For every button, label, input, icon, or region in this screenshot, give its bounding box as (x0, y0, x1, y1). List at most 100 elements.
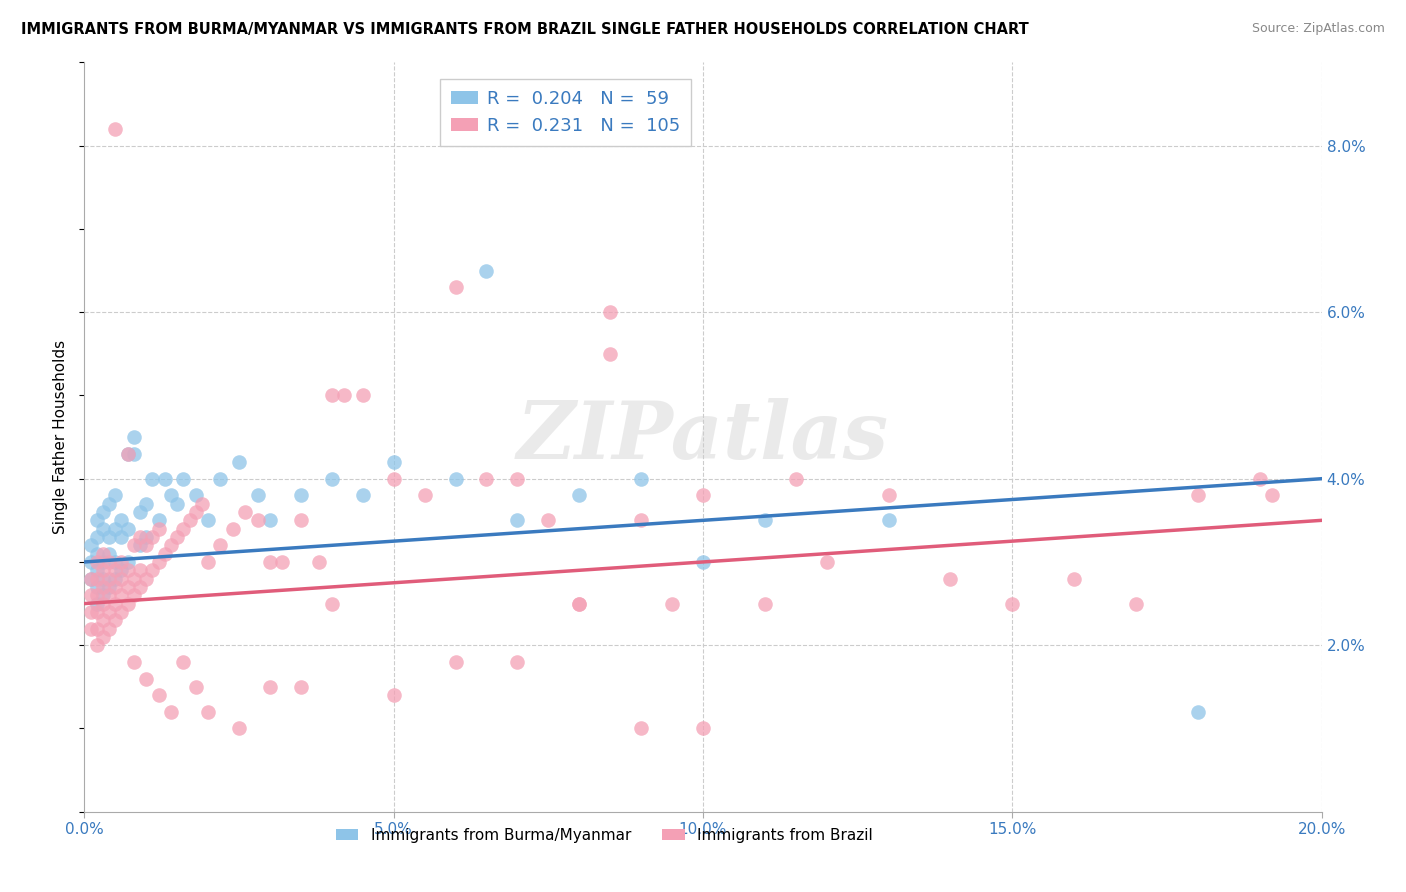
Point (382, 472, 405, 486)
Point (228, 455, 250, 469)
Point (79, 622, 101, 636)
Point (692, 555, 714, 569)
Point (104, 522, 127, 536)
Point (104, 555, 127, 569)
Point (86, 597, 108, 611)
Point (815, 555, 838, 569)
Point (506, 513, 529, 527)
Point (568, 597, 591, 611)
Point (209, 472, 232, 486)
Point (98, 605, 121, 619)
Point (91, 555, 114, 569)
Point (506, 472, 529, 486)
Point (104, 488, 127, 502)
Point (91, 597, 114, 611)
Point (148, 513, 170, 527)
Point (98, 588, 121, 602)
Point (537, 513, 560, 527)
Point (135, 672, 157, 686)
Point (166, 530, 188, 544)
Text: ZIPatlas: ZIPatlas (517, 399, 889, 475)
Legend: Immigrants from Burma/Myanmar, Immigrants from Brazil: Immigrants from Burma/Myanmar, Immigrant… (329, 822, 879, 849)
Point (153, 547, 176, 561)
Point (1125, 597, 1147, 611)
Point (754, 597, 776, 611)
Point (91, 547, 114, 561)
Point (148, 688, 170, 702)
Point (184, 505, 207, 519)
Point (308, 555, 330, 569)
Point (117, 597, 139, 611)
Point (160, 488, 183, 502)
Point (122, 538, 145, 552)
Point (259, 513, 281, 527)
Point (110, 555, 132, 569)
Point (413, 488, 436, 502)
Point (877, 488, 900, 502)
Point (1249, 472, 1271, 486)
Point (86, 530, 108, 544)
Point (86, 588, 108, 602)
Point (754, 513, 776, 527)
Point (785, 472, 807, 486)
Point (506, 655, 529, 669)
Point (122, 655, 145, 669)
Point (222, 522, 245, 536)
Point (141, 563, 163, 577)
Point (321, 472, 343, 486)
Point (692, 722, 714, 736)
Point (129, 538, 152, 552)
Point (129, 563, 152, 577)
Point (79, 588, 101, 602)
Point (321, 388, 343, 402)
Point (233, 505, 256, 519)
Point (153, 472, 176, 486)
Point (877, 513, 900, 527)
Point (91, 563, 114, 577)
Point (98, 497, 121, 511)
Point (939, 572, 962, 586)
Point (259, 555, 281, 569)
Point (1261, 488, 1284, 502)
Y-axis label: Single Father Households: Single Father Households (53, 340, 69, 534)
Point (86, 547, 108, 561)
Point (141, 530, 163, 544)
Point (197, 705, 219, 719)
Point (160, 705, 183, 719)
Point (630, 472, 652, 486)
Point (91, 522, 114, 536)
Point (1187, 705, 1209, 719)
Text: Source: ZipAtlas.com: Source: ZipAtlas.com (1251, 22, 1385, 36)
Point (148, 555, 170, 569)
Point (79, 572, 101, 586)
Point (110, 530, 132, 544)
Point (135, 572, 157, 586)
Point (98, 580, 121, 594)
Point (630, 722, 652, 736)
Point (129, 505, 152, 519)
Point (104, 572, 127, 586)
Point (91, 588, 114, 602)
Point (1063, 572, 1085, 586)
Point (184, 680, 207, 694)
Point (110, 513, 132, 527)
Point (117, 447, 139, 461)
Point (86, 513, 108, 527)
Point (117, 563, 139, 577)
Point (110, 588, 132, 602)
Point (104, 563, 127, 577)
Point (98, 572, 121, 586)
Point (290, 513, 312, 527)
Point (91, 630, 114, 644)
Point (172, 472, 194, 486)
Point (179, 513, 201, 527)
Point (228, 722, 250, 736)
Point (568, 488, 591, 502)
Point (110, 605, 132, 619)
Point (117, 555, 139, 569)
Point (197, 513, 219, 527)
Point (352, 488, 374, 502)
Point (271, 555, 294, 569)
Point (104, 597, 127, 611)
Point (122, 430, 145, 444)
